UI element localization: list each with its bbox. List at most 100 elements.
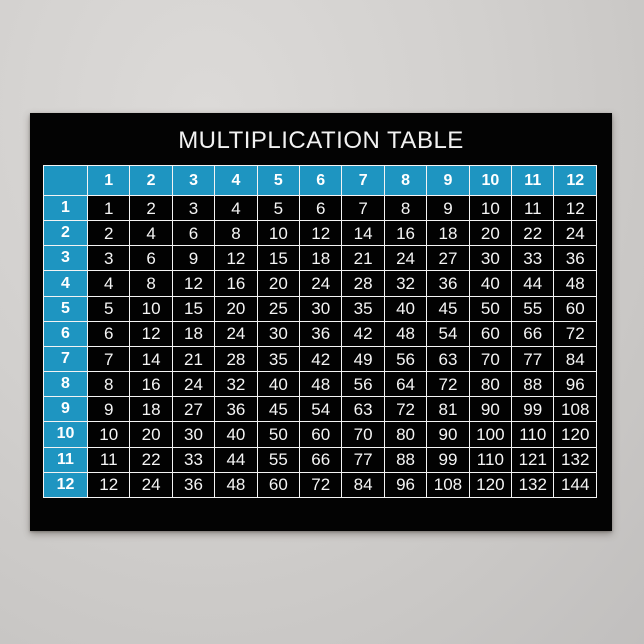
product-cell: 2 bbox=[86, 220, 131, 247]
product-cell: 56 bbox=[341, 371, 385, 398]
product-cell: 120 bbox=[553, 421, 597, 448]
product-cell: 8 bbox=[129, 270, 173, 297]
product-cell: 55 bbox=[256, 446, 301, 473]
product-cell: 55 bbox=[511, 295, 555, 322]
product-cell: 8 bbox=[86, 371, 131, 398]
product-cell: 15 bbox=[171, 295, 216, 322]
column-header: 11 bbox=[511, 165, 555, 196]
table-row: 6 6 12 18 24 30 36 42 48 54 60 66 72 bbox=[43, 320, 597, 347]
product-cell: 44 bbox=[511, 270, 555, 297]
product-cell: 3 bbox=[171, 194, 216, 222]
product-cell: 30 bbox=[256, 320, 301, 347]
product-cell: 28 bbox=[341, 270, 385, 297]
row-header: 8 bbox=[43, 371, 88, 398]
product-cell: 18 bbox=[129, 396, 173, 423]
product-cell: 72 bbox=[426, 371, 470, 398]
product-cell: 96 bbox=[553, 371, 597, 398]
product-cell: 63 bbox=[426, 345, 470, 373]
product-cell: 12 bbox=[299, 220, 343, 247]
product-cell: 77 bbox=[511, 345, 555, 373]
column-header: 12 bbox=[553, 165, 597, 196]
product-cell: 88 bbox=[511, 371, 555, 398]
product-cell: 30 bbox=[468, 245, 513, 272]
product-cell: 132 bbox=[553, 446, 597, 473]
column-header: 9 bbox=[426, 165, 470, 196]
row-header: 2 bbox=[43, 220, 88, 247]
product-cell: 64 bbox=[383, 371, 428, 398]
product-cell: 11 bbox=[511, 194, 555, 222]
product-cell: 121 bbox=[511, 446, 555, 473]
product-cell: 90 bbox=[426, 421, 470, 448]
product-cell: 32 bbox=[214, 371, 258, 398]
product-cell: 21 bbox=[171, 345, 216, 373]
row-header: 9 bbox=[43, 396, 88, 423]
product-cell: 10 bbox=[468, 194, 513, 222]
product-cell: 22 bbox=[129, 446, 173, 473]
product-cell: 48 bbox=[214, 471, 258, 499]
product-cell: 16 bbox=[214, 270, 258, 297]
column-header: 7 bbox=[341, 165, 385, 196]
product-cell: 27 bbox=[171, 396, 216, 423]
product-cell: 60 bbox=[553, 295, 597, 322]
table-row: 10 10 20 30 40 50 60 70 80 90 100 110 120 bbox=[43, 421, 597, 448]
product-cell: 100 bbox=[468, 421, 513, 448]
product-cell: 10 bbox=[129, 295, 173, 322]
product-cell: 70 bbox=[468, 345, 513, 373]
product-cell: 42 bbox=[341, 320, 385, 347]
product-cell: 60 bbox=[256, 471, 301, 499]
product-cell: 9 bbox=[86, 396, 131, 423]
product-cell: 84 bbox=[553, 345, 597, 373]
column-header: 4 bbox=[214, 165, 258, 196]
product-cell: 12 bbox=[86, 471, 131, 499]
row-header: 3 bbox=[43, 245, 88, 272]
product-cell: 77 bbox=[341, 446, 385, 473]
product-cell: 40 bbox=[383, 295, 428, 322]
product-cell: 80 bbox=[383, 421, 428, 448]
product-cell: 110 bbox=[511, 421, 555, 448]
product-cell: 45 bbox=[426, 295, 470, 322]
product-cell: 36 bbox=[171, 471, 216, 499]
product-cell: 28 bbox=[214, 345, 258, 373]
product-cell: 12 bbox=[129, 320, 173, 347]
product-cell: 132 bbox=[511, 471, 555, 499]
product-cell: 27 bbox=[426, 245, 470, 272]
product-cell: 12 bbox=[553, 194, 597, 222]
product-cell: 5 bbox=[86, 295, 131, 322]
product-cell: 20 bbox=[129, 421, 173, 448]
product-cell: 99 bbox=[426, 446, 470, 473]
product-cell: 30 bbox=[299, 295, 343, 322]
product-cell: 40 bbox=[468, 270, 513, 297]
product-cell: 21 bbox=[341, 245, 385, 272]
row-header: 7 bbox=[43, 345, 88, 373]
product-cell: 12 bbox=[171, 270, 216, 297]
table-row: 9 9 18 27 36 45 54 63 72 81 90 99 108 bbox=[43, 396, 597, 423]
product-cell: 60 bbox=[299, 421, 343, 448]
product-cell: 63 bbox=[341, 396, 385, 423]
product-cell: 6 bbox=[86, 320, 131, 347]
product-cell: 72 bbox=[383, 396, 428, 423]
product-cell: 84 bbox=[341, 471, 385, 499]
product-cell: 36 bbox=[299, 320, 343, 347]
product-cell: 36 bbox=[553, 245, 597, 272]
product-cell: 10 bbox=[86, 421, 131, 448]
product-cell: 45 bbox=[256, 396, 301, 423]
row-header: 6 bbox=[43, 320, 88, 347]
product-cell: 24 bbox=[299, 270, 343, 297]
table-row: 3 3 6 9 12 15 18 21 24 27 30 33 36 bbox=[43, 245, 597, 272]
product-cell: 35 bbox=[256, 345, 301, 373]
table-row: 5 5 10 15 20 25 30 35 40 45 50 55 60 bbox=[43, 295, 597, 322]
product-cell: 48 bbox=[383, 320, 428, 347]
product-cell: 50 bbox=[256, 421, 301, 448]
product-cell: 20 bbox=[256, 270, 301, 297]
product-cell: 144 bbox=[553, 471, 597, 499]
product-cell: 32 bbox=[383, 270, 428, 297]
product-cell: 40 bbox=[214, 421, 258, 448]
product-cell: 24 bbox=[214, 320, 258, 347]
product-cell: 7 bbox=[341, 194, 385, 222]
row-header: 10 bbox=[43, 421, 88, 448]
product-cell: 15 bbox=[256, 245, 301, 272]
product-cell: 70 bbox=[341, 421, 385, 448]
column-header: 3 bbox=[171, 165, 216, 196]
product-cell: 3 bbox=[86, 245, 131, 272]
